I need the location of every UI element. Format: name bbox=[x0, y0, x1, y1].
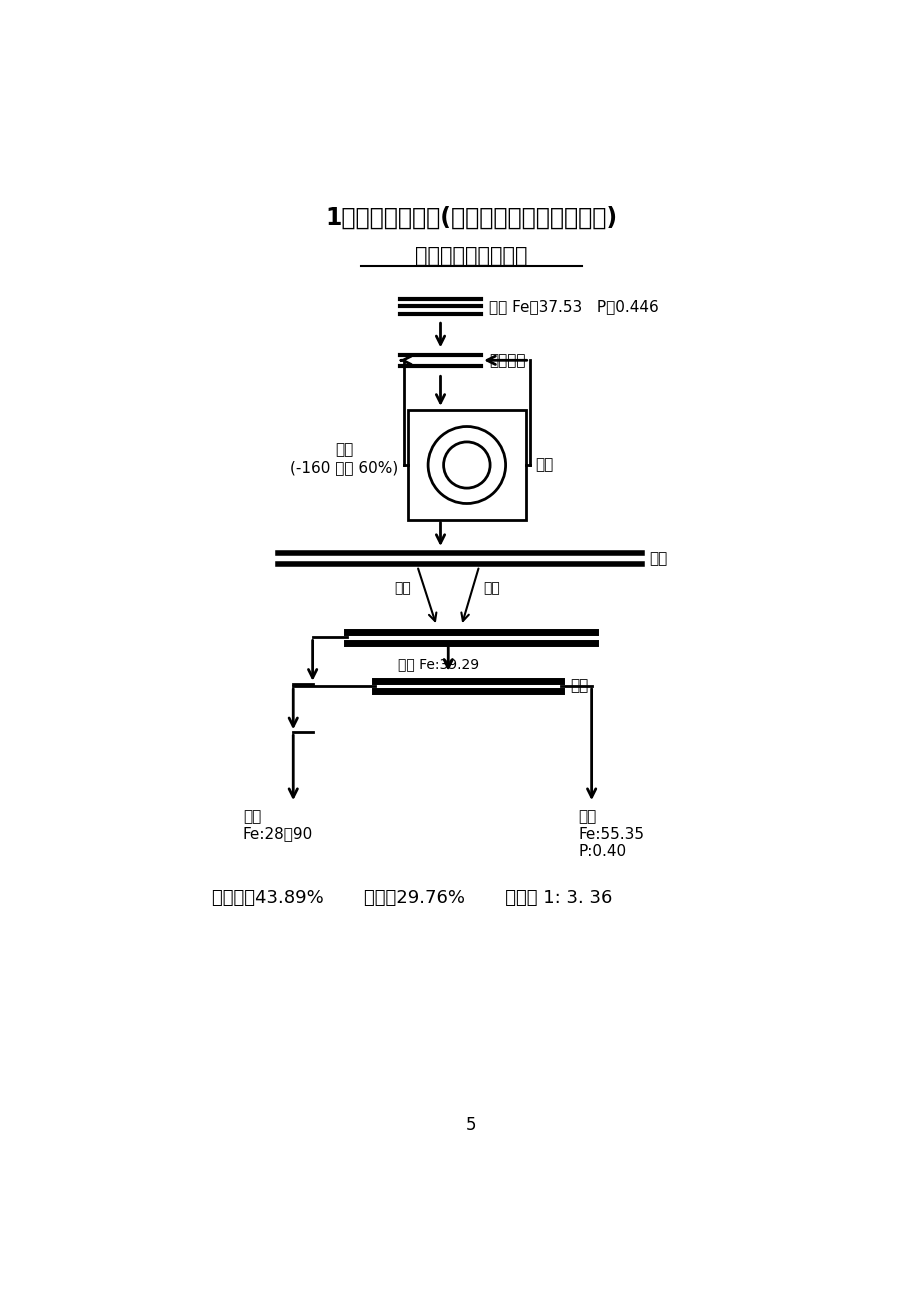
Text: 分级: 分级 bbox=[535, 457, 552, 473]
Text: 流槽: 流槽 bbox=[649, 551, 667, 565]
Text: 一次破碎: 一次破碎 bbox=[488, 353, 525, 367]
Text: 摇床: 摇床 bbox=[569, 678, 587, 694]
Text: 5: 5 bbox=[466, 1116, 476, 1134]
Text: 球磨
(-160 目占 60%): 球磨 (-160 目占 60%) bbox=[290, 443, 398, 475]
Bar bbox=[407, 410, 525, 519]
Text: 精矿: 精矿 bbox=[482, 581, 499, 595]
Circle shape bbox=[427, 427, 505, 504]
Circle shape bbox=[443, 441, 490, 488]
Text: 重选工艺试验流程图: 重选工艺试验流程图 bbox=[414, 246, 528, 267]
Text: 中矿: 中矿 bbox=[394, 581, 411, 595]
Text: 尾矿
Fe:28．90: 尾矿 Fe:28．90 bbox=[243, 810, 312, 841]
Text: 中矿 Fe:39.29: 中矿 Fe:39.29 bbox=[397, 658, 479, 672]
Text: 精矿
Fe:55.35
P:0.40: 精矿 Fe:55.35 P:0.40 bbox=[578, 810, 643, 859]
Text: 回收率：43.89%       产率：29.76%       产出比 1: 3. 36: 回收率：43.89% 产率：29.76% 产出比 1: 3. 36 bbox=[211, 889, 611, 906]
Text: 1、重选工业试验(宁乡县东湖塘选矿厂提供): 1、重选工业试验(宁乡县东湖塘选矿厂提供) bbox=[325, 206, 617, 230]
Text: 原矿 Fe：37.53   P：0.446: 原矿 Fe：37.53 P：0.446 bbox=[488, 299, 658, 314]
